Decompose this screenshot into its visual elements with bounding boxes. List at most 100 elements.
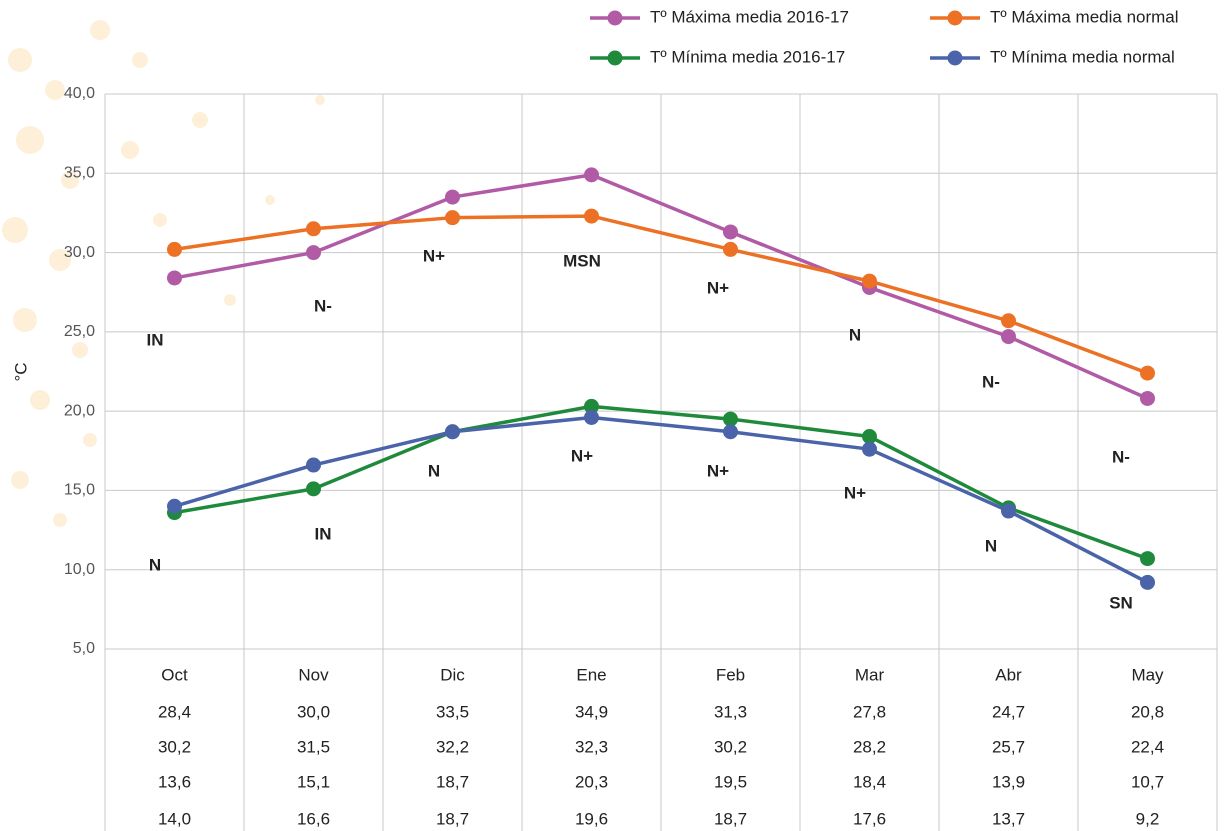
legend-item: Tº Mínima media normal (930, 47, 1175, 66)
series-line (174, 415, 1149, 584)
annotation: N (985, 536, 997, 555)
y-tick-label: 40,0 (64, 85, 95, 102)
annotation: N (428, 461, 440, 480)
series-line (174, 404, 1149, 561)
table-cell: 13,9 (992, 772, 1025, 791)
table-cell: 25,7 (992, 737, 1025, 756)
data-point (862, 273, 877, 289)
y-tick-label: 25,0 (64, 323, 95, 340)
legend-item: Tº Máxima media normal (930, 7, 1179, 26)
data-point (445, 210, 460, 226)
data-point (723, 411, 738, 427)
annotation: N+ (707, 461, 729, 480)
series-line (174, 214, 1149, 375)
table-cell: 30,0 (297, 702, 330, 721)
x-tick-label: Abr (995, 665, 1022, 684)
data-point (167, 270, 182, 286)
data-point (306, 245, 321, 261)
table-cell: 19,5 (714, 772, 747, 791)
y-tick-label: 20,0 (64, 402, 95, 419)
legend-label: Tº Mínima media 2016-17 (650, 47, 845, 66)
table-cell: 20,8 (1131, 702, 1164, 721)
data-point (1140, 551, 1155, 567)
table-cell: 30,2 (158, 737, 191, 756)
data-point (1140, 390, 1155, 406)
table-cell: 31,3 (714, 702, 747, 721)
data-point (862, 429, 877, 445)
table-cell: 18,7 (436, 809, 469, 828)
annotation: N- (314, 296, 332, 315)
annotation: N+ (707, 278, 729, 297)
background-dots (2, 20, 325, 527)
data-point (1001, 329, 1016, 345)
table-cell: 18,7 (436, 772, 469, 791)
y-tick-label: 15,0 (64, 482, 95, 499)
annotation: SN (1109, 593, 1133, 612)
table-cell: 32,2 (436, 737, 469, 756)
y-tick-label: 10,0 (64, 561, 95, 578)
x-tick-label: Oct (161, 665, 188, 684)
table-cell: 10,7 (1131, 772, 1164, 791)
data-point (1140, 574, 1155, 590)
annotation: N (849, 325, 861, 344)
annotation: IN (147, 330, 164, 349)
annotation: N- (982, 372, 1000, 391)
table-cell: 13,6 (158, 772, 191, 791)
legend-item: Tº Máxima media 2016-17 (590, 7, 849, 26)
data-point (1001, 503, 1016, 519)
annotation: N+ (571, 446, 593, 465)
table-cell: 28,2 (853, 737, 886, 756)
annotation: MSN (563, 251, 601, 270)
table-cell: 9,2 (1136, 809, 1160, 828)
legend-label: Tº Máxima media normal (990, 7, 1179, 26)
data-point (306, 457, 321, 473)
data-point (584, 398, 599, 414)
annotation: N- (1112, 447, 1130, 466)
x-tick-label: Dic (440, 665, 465, 684)
table-cell: 19,6 (575, 809, 608, 828)
table-cell: 18,7 (714, 809, 747, 828)
annotation: IN (315, 524, 332, 543)
table-cell: 15,1 (297, 772, 330, 791)
y-axis-label: °C (11, 362, 30, 381)
x-tick-label: Nov (298, 665, 329, 684)
series-line (174, 173, 1149, 401)
data-point (723, 241, 738, 257)
y-tick-label: 35,0 (64, 165, 95, 182)
data-point (1140, 365, 1155, 381)
data-point (584, 167, 599, 183)
data-point (584, 409, 599, 425)
data-point (723, 424, 738, 440)
table-cell: 16,6 (297, 809, 330, 828)
y-tick-label: 30,0 (64, 244, 95, 261)
table-cell: 31,5 (297, 737, 330, 756)
x-tick-label: Feb (716, 665, 745, 684)
data-point (167, 498, 182, 514)
table-cell: 14,0 (158, 809, 191, 828)
data-point (445, 424, 460, 440)
annotation: N (149, 555, 161, 574)
annotation: N+ (423, 246, 445, 265)
table-cell: 33,5 (436, 702, 469, 721)
table-cell: 18,4 (853, 772, 886, 791)
data-point (862, 441, 877, 457)
legend-marker (607, 50, 623, 66)
data-point (445, 189, 460, 205)
x-tick-label: May (1131, 665, 1164, 684)
legend-marker (947, 10, 963, 26)
table-cell: 30,2 (714, 737, 747, 756)
x-tick-label: Mar (855, 665, 885, 684)
data-point (167, 241, 182, 257)
table-cell: 17,6 (853, 809, 886, 828)
table-cell: 32,3 (575, 737, 608, 756)
table-cell: 28,4 (158, 702, 191, 721)
legend-item: Tº Mínima media 2016-17 (590, 47, 845, 66)
legend-marker (607, 10, 623, 26)
y-tick-label: 5,0 (73, 640, 95, 657)
x-tick-label: Ene (576, 665, 606, 684)
table-cell: 34,9 (575, 702, 608, 721)
data-point (306, 221, 321, 237)
data-point (723, 224, 738, 240)
legend-marker (947, 50, 963, 66)
